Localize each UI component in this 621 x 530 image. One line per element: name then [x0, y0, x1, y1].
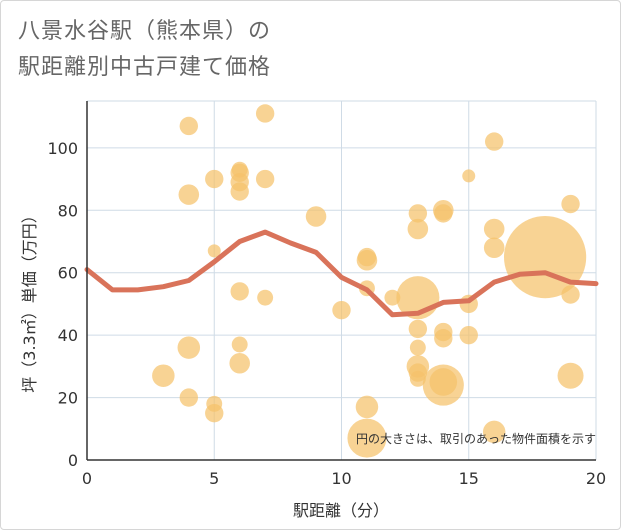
data-point [485, 132, 504, 151]
x-tick-label: 15 [459, 469, 479, 488]
data-point [483, 237, 505, 258]
data-point [483, 218, 505, 240]
data-point [407, 218, 429, 240]
data-point [206, 395, 223, 412]
data-point [152, 364, 175, 387]
data-point [178, 184, 200, 205]
chart-title: 八景水谷駅（熊本県）の 駅距離別中古戸建て価格 [18, 14, 271, 86]
y-axis-title: 坪（3.3㎡）単価（万円） [20, 207, 39, 392]
data-point [409, 370, 426, 387]
data-point [557, 362, 584, 389]
data-point [347, 418, 387, 458]
trend-line [84, 229, 599, 318]
data-point [408, 204, 428, 223]
data-point [255, 169, 275, 189]
data-point [408, 319, 428, 339]
data-point [355, 395, 379, 419]
data-point [561, 285, 580, 304]
data-point [179, 116, 198, 136]
data-point [409, 339, 426, 356]
data-point [205, 169, 224, 189]
data-point [179, 388, 198, 407]
bubbles [152, 104, 587, 458]
data-point [434, 329, 453, 348]
trend-line-layer [84, 229, 599, 318]
data-point [231, 336, 248, 353]
data-point [429, 368, 458, 396]
data-point [503, 215, 587, 299]
data-point [357, 247, 377, 267]
x-tick-label: 0 [82, 469, 92, 488]
data-point [229, 352, 250, 374]
x-tick-label: 10 [331, 469, 351, 488]
x-tick-label: 5 [209, 469, 219, 488]
axes [86, 101, 596, 461]
x-tick-label: 20 [586, 469, 606, 488]
data-point [177, 336, 201, 359]
y-tick-label: 100 [47, 139, 78, 158]
data-point [482, 420, 506, 444]
y-tick-label: 60 [58, 264, 78, 283]
data-point [462, 169, 476, 183]
data-point [230, 182, 249, 201]
x-axis-title: 駅距離（分） [293, 501, 389, 520]
data-point [255, 104, 275, 123]
y-tick-label: 80 [58, 201, 78, 220]
data-point [434, 204, 453, 223]
size-legend-note: 円の大きさは、取引のあった物件面積を示す [356, 431, 596, 446]
chart-title-line2: 駅距離別中古戸建て価格 [18, 55, 272, 80]
data-point [230, 282, 249, 301]
data-point [332, 300, 351, 320]
y-tick-label: 20 [58, 389, 78, 408]
data-point [459, 325, 478, 345]
tick-labels: 0 5 10 15 20 0 20 40 60 80 100 [47, 139, 606, 488]
data-point [561, 194, 580, 214]
data-point [305, 206, 327, 227]
chart-title-line1: 八景水谷駅（熊本県）の [18, 19, 272, 44]
data-point [207, 244, 221, 258]
data-point [231, 161, 248, 178]
y-tick-label: 40 [58, 326, 78, 345]
y-tick-label: 0 [68, 451, 78, 470]
data-point [257, 289, 274, 306]
data-point [384, 289, 401, 306]
